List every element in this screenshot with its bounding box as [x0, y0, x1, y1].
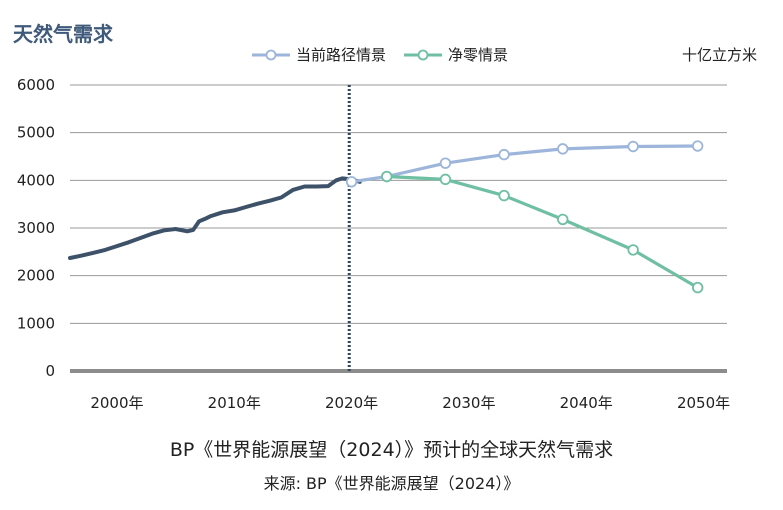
chart-title: 天然气需求 [13, 22, 113, 46]
data-point-current_trajectory-3 [498, 148, 510, 161]
y-tick-label-4000: 4000 [17, 171, 55, 189]
series-lines [68, 144, 700, 290]
data-point-net_zero-3 [557, 213, 569, 226]
x-tick-label-2010: 2010年 [208, 394, 261, 412]
data-point-current_trajectory-2 [439, 157, 452, 169]
y-tick-label-0: 0 [45, 362, 55, 380]
x-tick-label-2030: 2030年 [442, 394, 495, 412]
data-point-net_zero-0 [381, 170, 393, 183]
x-tick-label-2040: 2040年 [560, 394, 613, 412]
data-point-net_zero-2 [498, 189, 510, 202]
series-line-history [68, 176, 362, 260]
figure-caption: BP《世界能源展望（2024）》预计的全球天然气需求 [169, 439, 614, 461]
figure-source: 来源: BP《世界能源展望（2024）》 [263, 474, 520, 493]
data-point-current_trajectory-6 [691, 140, 704, 152]
data-point-net_zero-1 [439, 173, 452, 186]
legend-label-net-zero: 净零情景 [448, 46, 509, 64]
plot-area: 0 1000 2000 3000 4000 5000 6000 2000年 2010年 2020… [17, 76, 730, 412]
series-line-net_zero [385, 174, 700, 290]
y-tick-label-3000: 3000 [17, 219, 55, 237]
series-markers [345, 140, 704, 294]
unit-label: 十亿立方米 [681, 46, 757, 64]
x-tick-label-2050: 2050年 [677, 394, 730, 412]
x-tick-label-2000: 2000年 [90, 394, 143, 412]
y-axis-ticks: 0 1000 2000 3000 4000 5000 6000 [17, 76, 55, 380]
y-tick-label-6000: 6000 [17, 76, 55, 94]
data-point-current_trajectory-4 [557, 143, 569, 155]
data-point-current_trajectory-5 [627, 140, 639, 153]
data-point-net_zero-4 [627, 244, 639, 256]
x-tick-label-2020: 2020年 [325, 394, 378, 412]
legend-item-net-zero: 净零情景 [404, 44, 508, 65]
y-tick-label-5000: 5000 [17, 124, 55, 142]
legend-item-current-trajectory: 当前路径情景 [252, 44, 386, 65]
x-axis-ticks: 2000年 2010年 2020年 2030年 2040年 2050年 [90, 394, 730, 412]
legend-label-current-trajectory: 当前路径情景 [296, 46, 387, 64]
legend: 当前路径情景 净零情景 [252, 44, 508, 65]
legend-swatch-current-trajectory [252, 49, 290, 60]
legend-swatch-net-zero [404, 49, 443, 60]
y-tick-label-1000: 1000 [17, 314, 55, 332]
y-tick-label-2000: 2000 [17, 267, 55, 285]
data-point-current_trajectory-0 [345, 176, 358, 188]
grid-lines [70, 84, 727, 373]
data-point-net_zero-5 [691, 281, 704, 294]
